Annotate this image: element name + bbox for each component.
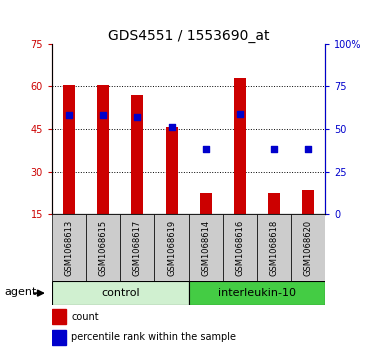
Bar xyxy=(52,281,189,305)
Bar xyxy=(200,193,212,214)
Text: control: control xyxy=(101,288,140,298)
Bar xyxy=(166,127,177,214)
Text: GSM1068615: GSM1068615 xyxy=(99,220,108,276)
Point xyxy=(271,146,277,152)
Point xyxy=(169,124,175,130)
Bar xyxy=(120,214,154,281)
Bar xyxy=(257,214,291,281)
Bar xyxy=(63,85,75,214)
Point xyxy=(305,146,311,152)
Bar xyxy=(52,309,65,324)
Text: percentile rank within the sample: percentile rank within the sample xyxy=(71,333,236,342)
Bar xyxy=(268,193,280,214)
Bar xyxy=(189,214,223,281)
Text: agent: agent xyxy=(4,287,37,297)
Bar xyxy=(189,281,325,305)
Text: GSM1068618: GSM1068618 xyxy=(270,220,279,276)
Title: GDS4551 / 1553690_at: GDS4551 / 1553690_at xyxy=(108,29,270,42)
Bar xyxy=(97,85,109,214)
Bar xyxy=(223,214,257,281)
Bar xyxy=(154,214,189,281)
Text: count: count xyxy=(71,311,99,322)
Bar xyxy=(86,214,120,281)
Text: GSM1068619: GSM1068619 xyxy=(167,220,176,276)
Point xyxy=(134,114,141,120)
Bar xyxy=(291,214,325,281)
Bar xyxy=(52,214,86,281)
Point xyxy=(203,146,209,152)
Text: interleukin-10: interleukin-10 xyxy=(218,288,296,298)
Text: GSM1068616: GSM1068616 xyxy=(235,220,244,276)
Bar xyxy=(52,330,65,344)
Text: GSM1068617: GSM1068617 xyxy=(133,220,142,276)
Bar xyxy=(234,78,246,214)
Point xyxy=(66,112,72,118)
Text: GSM1068620: GSM1068620 xyxy=(304,220,313,276)
Point xyxy=(100,112,106,118)
Point xyxy=(237,111,243,117)
Text: GSM1068614: GSM1068614 xyxy=(201,220,210,276)
Bar xyxy=(302,190,314,214)
Text: GSM1068613: GSM1068613 xyxy=(65,220,74,276)
Bar xyxy=(131,95,143,214)
